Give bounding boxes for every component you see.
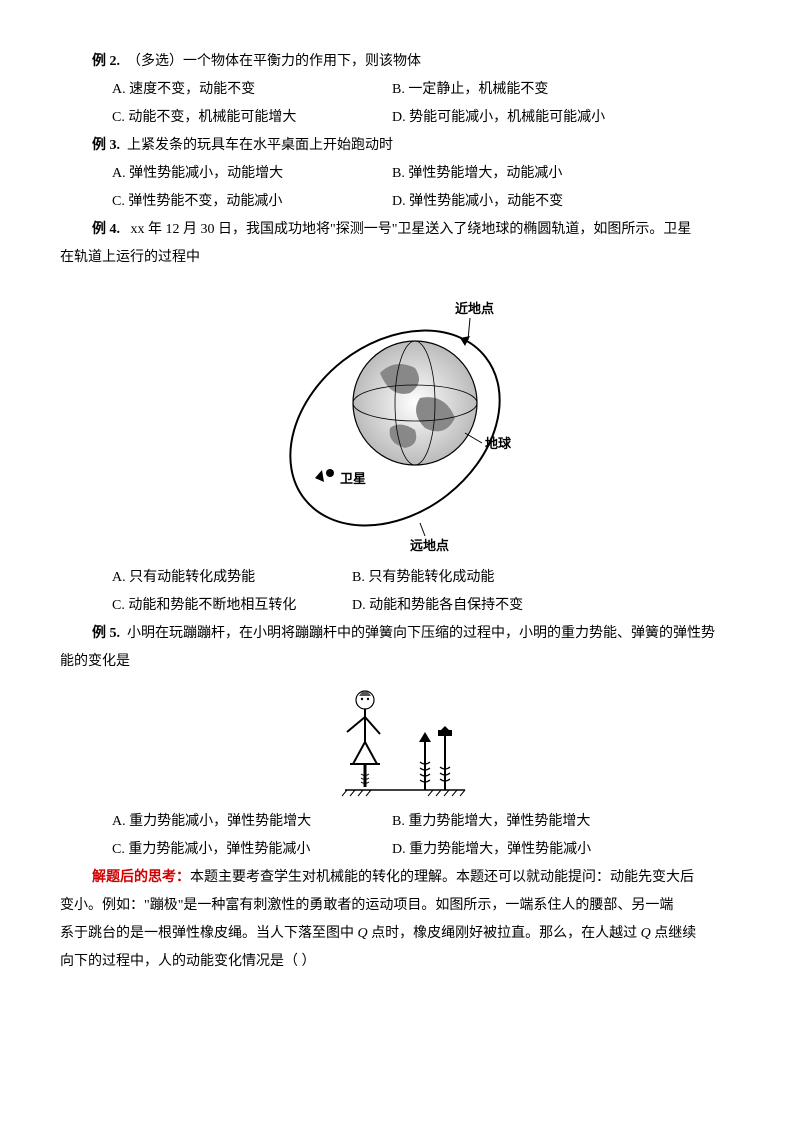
ex5-opt-c: C. 重力势能减小，弹性势能减小 — [112, 836, 392, 864]
ex2-row2: C. 动能不变，机械能可能增大 D. 势能可能减小，机械能可能减小 — [60, 104, 740, 132]
reflection-label: 解题后的思考： — [92, 870, 190, 885]
ex4-row1: A. 只有动能转化成势能 B. 只有势能转化成动能 — [60, 564, 740, 592]
ex4-opt-c: C. 动能和势能不断地相互转化 — [112, 592, 352, 620]
ex2-opt-d: D. 势能可能减小，机械能可能减小 — [392, 104, 605, 132]
ex5-row2: C. 重力势能减小，弹性势能减小 D. 重力势能增大，弹性势能减小 — [60, 836, 740, 864]
ex3-opt-b: B. 弹性势能增大，动能减小 — [392, 160, 562, 188]
ex5-label: 例 5. — [92, 626, 120, 641]
ex5-opt-b: B. 重力势能增大，弹性势能增大 — [392, 808, 590, 836]
reflection-text3c: 点继续 — [651, 926, 697, 941]
ex5-row1: A. 重力势能减小，弹性势能增大 B. 重力势能增大，弹性势能增大 — [60, 808, 740, 836]
ex2-opt-c: C. 动能不变，机械能可能增大 — [112, 104, 392, 132]
sat-label: 卫星 — [340, 471, 366, 486]
reflection-line1: 解题后的思考：本题主要考查学生对机械能的转化的理解。本题还可以就动能提问：动能先… — [60, 864, 740, 892]
ex3-opt-d: D. 弹性势能减小，动能不变 — [392, 188, 563, 216]
ex4-stem-line2: 在轨道上运行的过程中 — [60, 244, 740, 272]
reflection-line3: 系于跳台的是一根弹性橡皮绳。当人下落至图中 Q 点时，橡皮绳刚好被拉直。那么，在… — [60, 920, 740, 948]
ex2-opt-a: A. 速度不变，动能不变 — [112, 76, 392, 104]
ex4-opt-a: A. 只有动能转化成势能 — [112, 564, 352, 592]
perigee-label: 近地点 — [455, 301, 494, 316]
ex2-stem: 例 2. （多选）一个物体在平衡力的作用下，则该物体 — [60, 48, 740, 76]
ex3-stem-text: 上紧发条的玩具车在水平桌面上开始跑动时 — [127, 138, 393, 153]
apogee-label: 远地点 — [410, 538, 449, 553]
reflection-line2: 变小。例如："蹦极"是一种富有刺激性的勇敢者的运动项目。如图所示，一端系住人的腰… — [60, 892, 740, 920]
ex3-row2: C. 弹性势能不变，动能减小 D. 弹性势能减小，动能不变 — [60, 188, 740, 216]
ex5-opt-d: D. 重力势能增大，弹性势能减小 — [392, 836, 591, 864]
ex4-figure: 近地点 地球 卫星 远地点 — [60, 278, 740, 558]
reflection-q2: Q — [641, 926, 651, 941]
ex5-stem1: 小明在玩蹦蹦杆，在小明将蹦蹦杆中的弹簧向下压缩的过程中，小明的重力势能、弹簧的弹… — [127, 626, 715, 641]
ex5-stem-line1: 例 5. 小明在玩蹦蹦杆，在小明将蹦蹦杆中的弹簧向下压缩的过程中，小明的重力势能… — [60, 620, 740, 648]
reflection-q1: Q — [358, 926, 368, 941]
ex4-stem1: xx 年 12 月 30 日，我国成功地将"探测一号"卫星送入了绕地球的椭圆轨道… — [127, 222, 691, 237]
ex2-opt-b: B. 一定静止，机械能不变 — [392, 76, 548, 104]
ex3-stem: 例 3. 上紧发条的玩具车在水平桌面上开始跑动时 — [60, 132, 740, 160]
ex3-opt-a: A. 弹性势能减小，动能增大 — [112, 160, 392, 188]
ex5-figure — [60, 682, 740, 802]
earth-label: 地球 — [485, 436, 512, 451]
ex2-stem-text: （多选）一个物体在平衡力的作用下，则该物体 — [127, 54, 421, 69]
satellite-orbit-diagram: 近地点 地球 卫星 远地点 — [260, 278, 540, 558]
ex4-label: 例 4. — [92, 222, 120, 237]
ex4-opt-d: D. 动能和势能各自保持不变 — [352, 592, 523, 620]
ex4-stem-line1: 例 4. xx 年 12 月 30 日，我国成功地将"探测一号"卫星送入了绕地球… — [60, 216, 740, 244]
ex5-opt-a: A. 重力势能减小，弹性势能增大 — [112, 808, 392, 836]
pogo-stick-diagram — [325, 682, 475, 802]
reflection-text3a: 系于跳台的是一根弹性橡皮绳。当人下落至图中 — [60, 926, 358, 941]
ex2-label: 例 2. — [92, 54, 120, 69]
reflection-text1: 本题主要考查学生对机械能的转化的理解。本题还可以就动能提问：动能先变大后 — [190, 870, 694, 885]
reflection-line4: 向下的过程中，人的动能变化情况是（ ） — [60, 948, 740, 976]
ex2-row1: A. 速度不变，动能不变 B. 一定静止，机械能不变 — [60, 76, 740, 104]
ex3-opt-c: C. 弹性势能不变，动能减小 — [112, 188, 392, 216]
ex3-row1: A. 弹性势能减小，动能增大 B. 弹性势能增大，动能减小 — [60, 160, 740, 188]
ex4-row2: C. 动能和势能不断地相互转化 D. 动能和势能各自保持不变 — [60, 592, 740, 620]
ex4-opt-b: B. 只有势能转化成动能 — [352, 564, 494, 592]
reflection-text3b: 点时，橡皮绳刚好被拉直。那么，在人越过 — [368, 926, 641, 941]
ex3-label: 例 3. — [92, 138, 120, 153]
ex5-stem-line2: 能的变化是 — [60, 648, 740, 676]
